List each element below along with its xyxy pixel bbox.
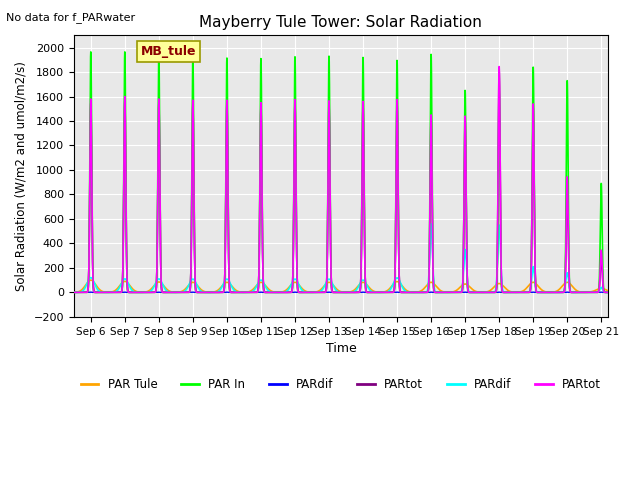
Title: Mayberry Tule Tower: Solar Radiation: Mayberry Tule Tower: Solar Radiation	[200, 15, 483, 30]
Y-axis label: Solar Radiation (W/m2 and umol/m2/s): Solar Radiation (W/m2 and umol/m2/s)	[15, 61, 28, 291]
Legend: PAR Tule, PAR In, PARdif, PARtot, PARdif, PARtot: PAR Tule, PAR In, PARdif, PARtot, PARdif…	[76, 373, 606, 396]
Text: MB_tule: MB_tule	[141, 45, 196, 58]
X-axis label: Time: Time	[326, 342, 356, 355]
Text: No data for f_PARwater: No data for f_PARwater	[6, 12, 136, 23]
